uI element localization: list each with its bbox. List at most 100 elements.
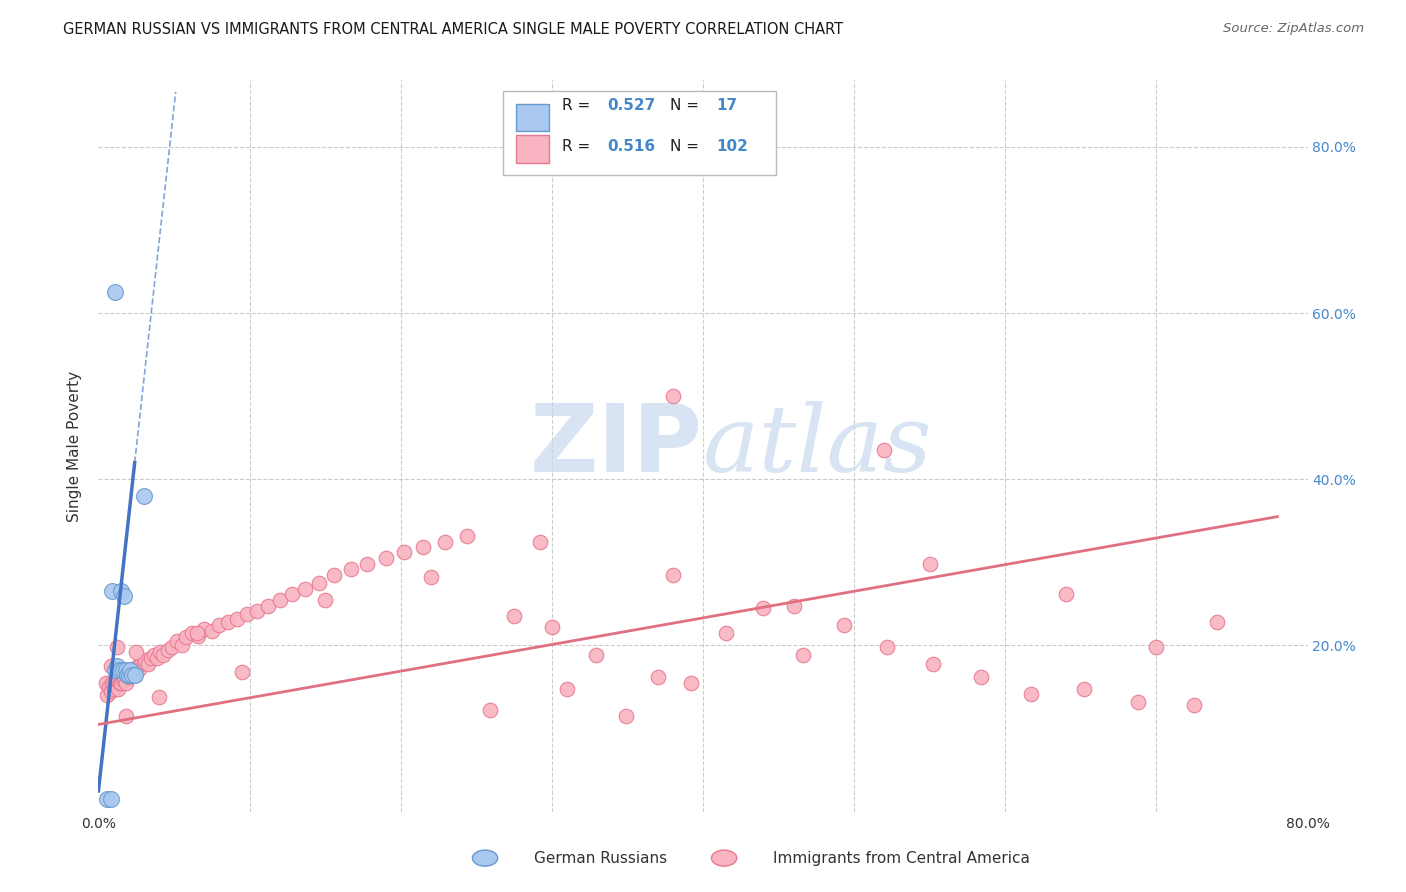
- Point: [1206, 615, 1229, 630]
- Point: [110, 676, 132, 690]
- Point: [118, 667, 141, 681]
- Point: [143, 648, 166, 663]
- Point: [120, 667, 142, 681]
- Text: ZIP: ZIP: [530, 400, 703, 492]
- Point: [118, 664, 141, 678]
- Point: [114, 665, 136, 679]
- Point: [110, 584, 132, 599]
- Point: [112, 670, 135, 684]
- Point: [269, 592, 291, 607]
- Point: [231, 665, 253, 679]
- Point: [107, 681, 129, 696]
- Point: [392, 545, 415, 559]
- Text: N =: N =: [671, 138, 704, 153]
- Point: [104, 664, 127, 678]
- Point: [100, 684, 122, 698]
- Point: [124, 667, 146, 681]
- Point: [420, 570, 443, 584]
- Text: 0.516: 0.516: [607, 138, 655, 153]
- Point: [679, 676, 702, 690]
- Point: [127, 659, 149, 673]
- Point: [115, 667, 138, 681]
- Point: [1019, 687, 1042, 701]
- Text: R =: R =: [561, 138, 595, 153]
- Point: [128, 662, 150, 676]
- Point: [100, 659, 122, 673]
- Point: [308, 576, 330, 591]
- Point: [122, 662, 145, 676]
- Text: 0.527: 0.527: [607, 98, 655, 113]
- Point: [111, 664, 134, 678]
- Point: [98, 680, 121, 694]
- Point: [104, 285, 127, 300]
- Point: [714, 626, 737, 640]
- Bar: [516, 103, 550, 131]
- Point: [114, 676, 136, 690]
- Point: [103, 681, 125, 696]
- Point: [918, 557, 941, 571]
- Point: [166, 634, 188, 648]
- Point: [281, 587, 304, 601]
- Point: [170, 639, 193, 653]
- Point: [661, 567, 683, 582]
- Point: [647, 670, 669, 684]
- Point: [529, 534, 551, 549]
- Point: [103, 676, 125, 690]
- Point: [294, 582, 316, 596]
- Point: [112, 589, 135, 603]
- Point: [208, 617, 231, 632]
- Point: [503, 609, 526, 624]
- Point: [105, 659, 128, 673]
- Point: [1054, 587, 1077, 601]
- Point: [114, 709, 136, 723]
- Text: Source: ZipAtlas.com: Source: ZipAtlas.com: [1223, 22, 1364, 36]
- Point: [136, 657, 159, 671]
- Point: [340, 562, 363, 576]
- Point: [246, 603, 269, 617]
- Point: [134, 653, 156, 667]
- Point: [111, 667, 134, 681]
- Text: 102: 102: [716, 138, 748, 153]
- Point: [111, 673, 134, 688]
- Text: German Russians: German Russians: [534, 851, 668, 865]
- Point: [1073, 681, 1095, 696]
- Text: R =: R =: [561, 98, 595, 113]
- Point: [323, 567, 346, 582]
- Point: [96, 689, 118, 703]
- Point: [152, 648, 174, 663]
- Point: [1128, 695, 1150, 709]
- Point: [149, 645, 172, 659]
- Point: [94, 676, 117, 690]
- Point: [110, 670, 132, 684]
- Point: [614, 709, 637, 723]
- Bar: [516, 136, 550, 163]
- Point: [873, 443, 896, 458]
- Point: [585, 648, 607, 663]
- Point: [121, 667, 143, 681]
- Point: [374, 551, 396, 566]
- Point: [456, 529, 478, 543]
- Point: [114, 664, 136, 678]
- Point: [193, 622, 215, 636]
- Point: [108, 676, 131, 690]
- Point: [96, 792, 118, 806]
- Point: [132, 489, 155, 503]
- Point: [555, 681, 578, 696]
- Point: [1182, 698, 1205, 713]
- Point: [132, 655, 155, 669]
- Point: [124, 667, 146, 681]
- Point: [970, 670, 993, 684]
- Point: [108, 664, 131, 678]
- Point: [752, 601, 775, 615]
- FancyBboxPatch shape: [503, 91, 776, 176]
- Point: [226, 612, 249, 626]
- Point: [121, 665, 143, 679]
- Point: [256, 599, 278, 613]
- Y-axis label: Single Male Poverty: Single Male Poverty: [67, 370, 83, 522]
- Point: [125, 664, 148, 678]
- Point: [792, 648, 814, 663]
- Point: [356, 557, 378, 571]
- Point: [105, 640, 128, 655]
- Point: [876, 640, 898, 655]
- Point: [433, 534, 456, 549]
